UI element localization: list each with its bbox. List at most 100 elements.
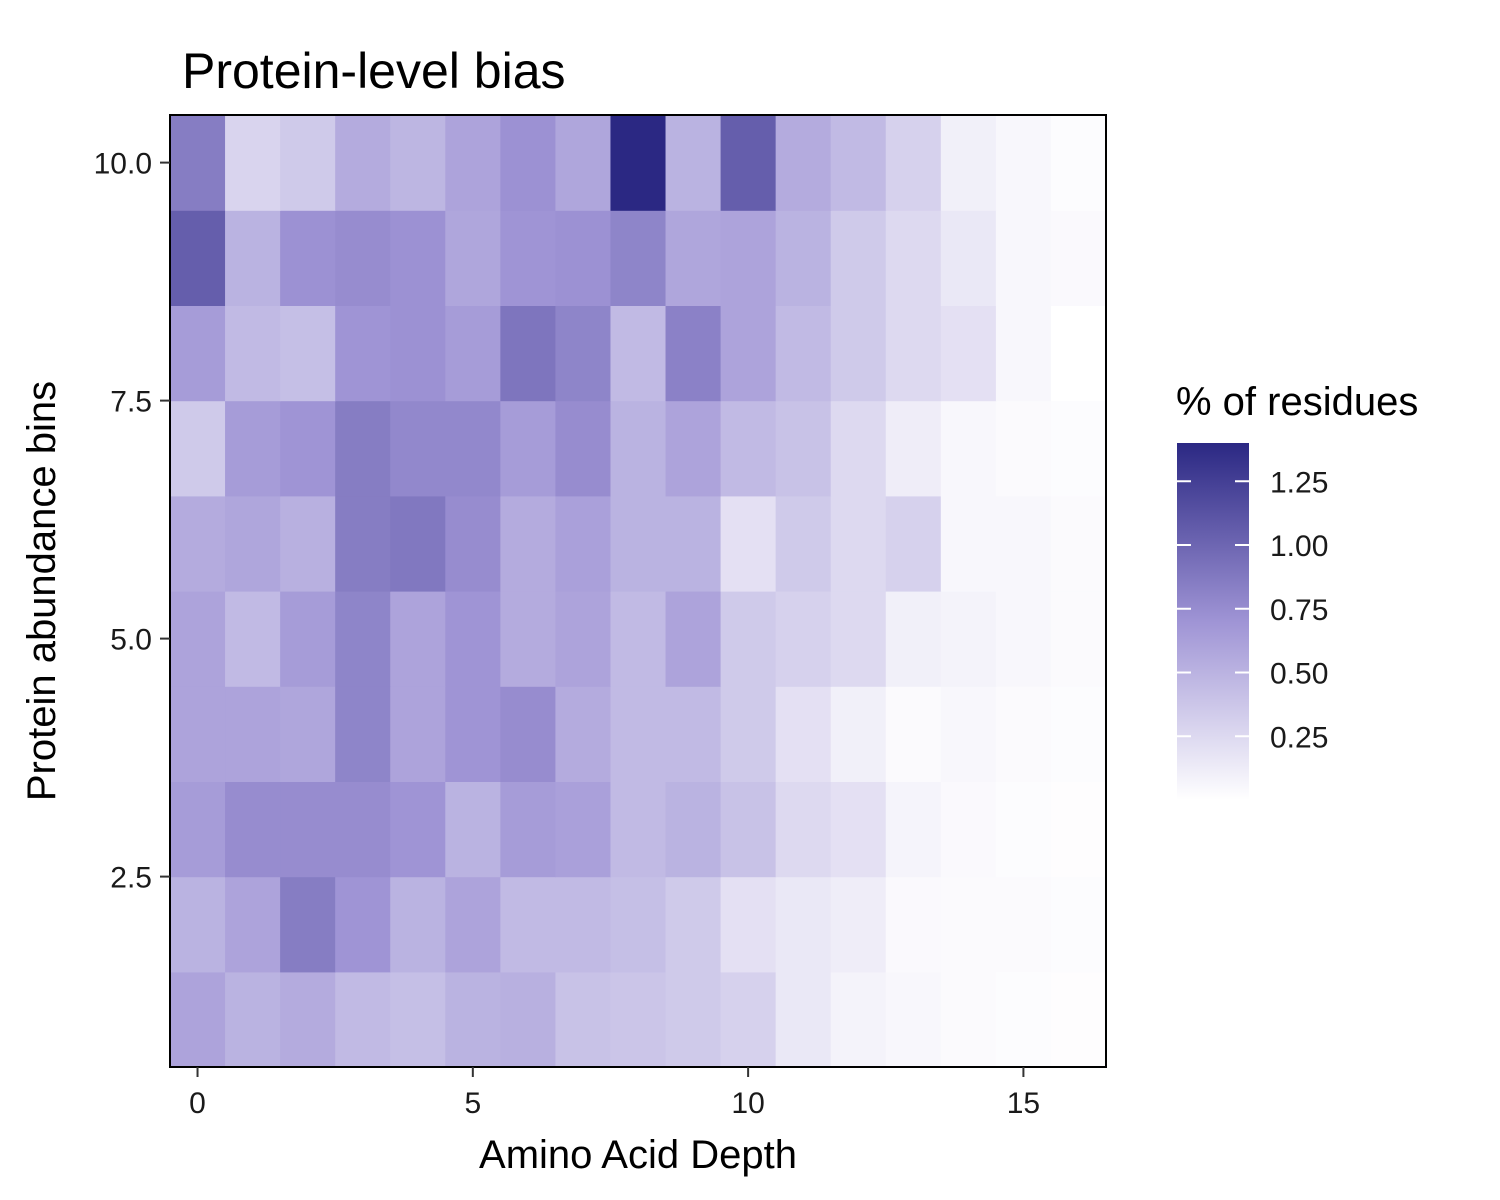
heatmap-cell: [830, 971, 887, 1068]
heatmap-cell: [1050, 495, 1107, 592]
heatmap-cell: [225, 876, 281, 973]
heatmap-cell: [995, 971, 1052, 1068]
heatmap-cell: [170, 305, 226, 402]
y-axis: 2.5 5.0 7.5 10.0: [94, 148, 170, 895]
heatmap-cell: [720, 781, 777, 878]
heatmap-cell: [610, 495, 667, 592]
heatmap-cell: [225, 210, 281, 306]
heatmap-cell: [885, 686, 942, 782]
heatmap-cell: [335, 971, 391, 1068]
y-tick-label: 7.5: [110, 386, 152, 419]
heatmap-cell: [995, 591, 1052, 687]
legend-tick-label: 0.50: [1270, 658, 1328, 691]
x-axis-label: Amino Acid Depth: [479, 1133, 797, 1177]
heatmap-cell: [225, 400, 281, 497]
heatmap-cell: [995, 876, 1052, 973]
heatmap-cell: [885, 591, 942, 687]
heatmap-cell: [1050, 210, 1107, 306]
heatmap-cell: [885, 210, 942, 306]
heatmap-cell: [225, 781, 281, 878]
heatmap-cell: [885, 781, 942, 878]
y-tick-label: 2.5: [110, 862, 152, 895]
heatmap-cell: [885, 971, 942, 1068]
heatmap-cell: [940, 876, 997, 973]
heatmap-cell: [720, 115, 777, 211]
heatmap-cell: [995, 781, 1052, 878]
heatmap-cell: [720, 591, 777, 687]
heatmap-cell: [335, 400, 391, 497]
heatmap-cell: [665, 781, 722, 878]
heatmap-cell: [940, 400, 997, 497]
heatmap-cell: [445, 210, 501, 306]
heatmap-cell: [555, 686, 612, 782]
heatmap-cell: [500, 591, 557, 687]
legend-title: % of residues: [1176, 380, 1418, 424]
x-tick-label: 15: [1007, 1087, 1040, 1120]
heatmap-cell: [335, 591, 391, 687]
heatmap-cell: [940, 210, 997, 306]
heatmap-cell: [995, 400, 1052, 497]
heatmap-cell: [610, 971, 667, 1068]
legend-ticks: 0.25 0.50 0.75 1.00 1.25: [1177, 466, 1328, 754]
heatmap-cell: [665, 210, 722, 306]
heatmap-cell: [445, 400, 501, 497]
heatmap-cell: [390, 876, 446, 973]
heatmap-cell: [775, 591, 832, 687]
heatmap-cell: [885, 305, 942, 402]
heatmap-cell: [775, 781, 832, 878]
legend-tick-label: 1.00: [1270, 530, 1328, 563]
heatmap-cell: [720, 400, 777, 497]
heatmap-cell: [445, 686, 501, 782]
heatmap-cell: [830, 876, 887, 973]
heatmap-cell: [280, 686, 336, 782]
heatmap-cell: [555, 876, 612, 973]
heatmap-cell: [445, 305, 501, 402]
heatmap-cell: [170, 495, 226, 592]
heatmap-cell: [610, 305, 667, 402]
x-tick-label: 5: [464, 1087, 481, 1120]
heatmap-cell: [995, 495, 1052, 592]
heatmap-cell: [940, 305, 997, 402]
heatmap-cell: [280, 781, 336, 878]
heatmap-cell: [885, 495, 942, 592]
y-axis-label: Protein abundance bins: [20, 381, 64, 801]
heatmap-cell: [1050, 781, 1107, 878]
heatmap-cell: [445, 591, 501, 687]
heatmap-cell: [665, 400, 722, 497]
heatmap-cell: [665, 495, 722, 592]
heatmap-cell: [445, 781, 501, 878]
legend-tick-label: 0.25: [1270, 721, 1328, 754]
heatmap-cell: [335, 210, 391, 306]
legend-colorbar: [1177, 443, 1249, 800]
heatmap-cell: [1050, 876, 1107, 973]
heatmap-cell: [390, 495, 446, 592]
heatmap-cell: [720, 210, 777, 306]
heatmap-cell: [280, 115, 336, 211]
heatmap-cell: [720, 876, 777, 973]
heatmap-cell: [390, 591, 446, 687]
heatmap-cell: [940, 115, 997, 211]
heatmap-cell: [775, 686, 832, 782]
heatmap-cell: [390, 400, 446, 497]
heatmap-cell: [555, 305, 612, 402]
legend-tick-label: 0.75: [1270, 594, 1328, 627]
heatmap-cell: [170, 210, 226, 306]
heatmap-cell: [335, 781, 391, 878]
heatmap-cell: [610, 686, 667, 782]
heatmap-cell: [720, 495, 777, 592]
heatmap-cell: [445, 971, 501, 1068]
heatmap-cell: [775, 210, 832, 306]
heatmap-cell: [500, 876, 557, 973]
heatmap-cell: [225, 115, 281, 211]
heatmap-cell: [940, 591, 997, 687]
heatmap-cell: [1050, 591, 1107, 687]
heatmap-cell: [610, 115, 667, 211]
heatmap-cell: [170, 591, 226, 687]
y-tick-label: 5.0: [110, 624, 152, 657]
heatmap-cell: [225, 686, 281, 782]
heatmap-cell: [500, 495, 557, 592]
heatmap-cell: [280, 210, 336, 306]
heatmap-cell: [280, 591, 336, 687]
heatmap-cell: [830, 115, 887, 211]
